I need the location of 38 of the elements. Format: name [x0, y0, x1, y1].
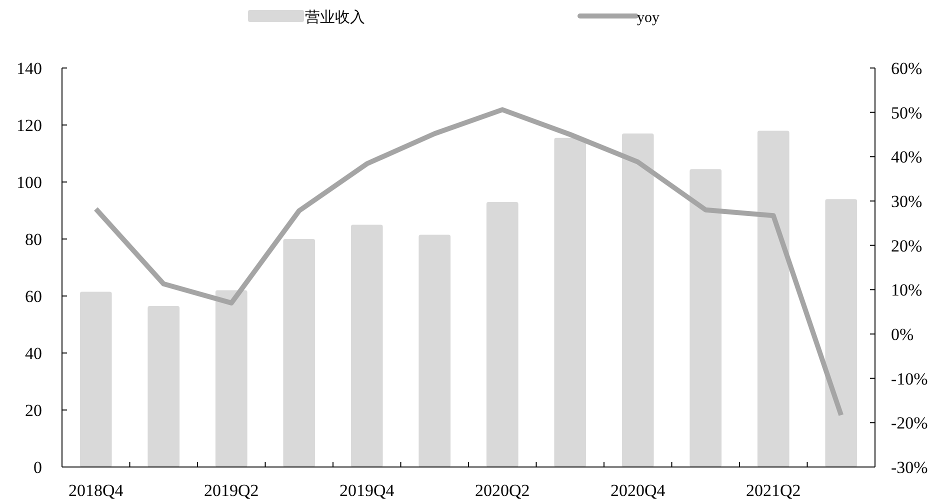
bar: [554, 138, 586, 467]
x-tick-label: 2019Q2: [204, 481, 259, 500]
y2-tick-label: 0%: [891, 325, 914, 344]
y-tick-label: 120: [16, 116, 42, 135]
x-tick-label: 2020Q4: [610, 481, 666, 500]
bar: [486, 202, 518, 467]
y2-tick-label: 60%: [891, 59, 922, 78]
bar: [825, 199, 858, 467]
bar: [690, 169, 722, 467]
y2-tick-label: 40%: [891, 148, 922, 167]
x-tick-label: 2021Q2: [746, 481, 801, 500]
y-tick-label: 40: [25, 344, 42, 363]
y-tick-label: 140: [16, 59, 42, 78]
y2-tick-label: 20%: [891, 236, 922, 256]
bar: [80, 292, 112, 467]
bar: [622, 134, 654, 467]
bar: [418, 234, 451, 467]
x-tick-label: 2018Q4: [68, 481, 124, 500]
legend-label: yoy: [637, 10, 660, 26]
y2-tick-label: -10%: [891, 369, 928, 388]
legend-label: 营业收入: [305, 9, 365, 26]
y2-tick-label: 10%: [891, 280, 922, 300]
bar: [148, 306, 180, 467]
bar: [215, 290, 248, 467]
bar: [350, 224, 383, 467]
x-tick-label: 2020Q2: [474, 481, 530, 500]
y2-tick-label: -30%: [891, 458, 928, 477]
y-tick-label: 100: [16, 173, 42, 192]
y2-tick-label: 50%: [891, 103, 922, 122]
y2-tick-label: -20%: [891, 414, 928, 433]
y-tick-label: 0: [34, 458, 42, 477]
y2-tick-label: 30%: [891, 192, 922, 211]
y-tick-label: 80: [25, 230, 42, 249]
bar: [283, 239, 316, 467]
y-tick-label: 20: [25, 401, 42, 420]
y-tick-label: 60: [25, 287, 42, 306]
bar: [757, 130, 790, 467]
x-tick-label: 2019Q4: [339, 481, 395, 500]
